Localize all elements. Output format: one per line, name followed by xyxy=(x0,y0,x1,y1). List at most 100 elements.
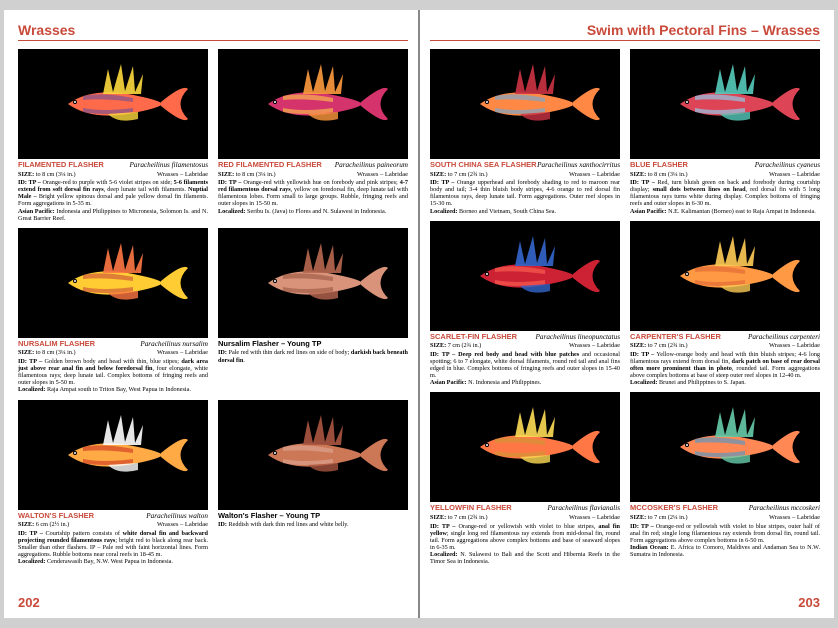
fish-illustration xyxy=(635,221,815,331)
common-name: BLUE FLASHER xyxy=(630,161,688,169)
species-entry: CARPENTER'S FLASHER Paracheilinus carpent… xyxy=(630,221,820,387)
common-name: NURSALIM FLASHER xyxy=(18,340,95,348)
species-photo xyxy=(630,221,820,331)
size-text: SIZE: 7 cm (2¾ in.) xyxy=(430,342,481,349)
id-text: ID: TP – Orange upperhead and forebody s… xyxy=(430,179,620,208)
family-name: Wrasses – Labridae xyxy=(569,171,620,178)
fish-illustration xyxy=(23,228,203,338)
scientific-name: Paracheilinus walton xyxy=(146,512,208,520)
id-text: ID: Pale red with thin dark red lines on… xyxy=(218,349,408,363)
scientific-name: Paracheilinus xanthocirritus xyxy=(537,161,620,169)
id-text: ID: TP – Red, turn bluish green on back … xyxy=(630,179,820,208)
common-name: WALTON'S FLASHER xyxy=(18,512,94,520)
common-name: SCARLET-FIN FLASHER xyxy=(430,333,517,341)
fish-illustration xyxy=(223,49,403,159)
size-text: SIZE: to 7 cm (2¼ in.) xyxy=(630,514,688,521)
species-photo xyxy=(18,400,208,510)
family-name: Wrasses – Labridae xyxy=(769,514,820,521)
species-entry: Nursalim Flasher – Young TPID: Pale red … xyxy=(218,228,408,394)
scientific-name: Paracheilinus paineorum xyxy=(335,161,408,169)
species-entry: WALTON'S FLASHER Paracheilinus walton SIZE… xyxy=(18,400,208,566)
right-header: Swim with Pectoral Fins – Wrasses xyxy=(430,22,820,41)
species-photo xyxy=(630,392,820,502)
id-text: ID: TP – Orange-red with yellowish hue o… xyxy=(218,179,408,208)
left-page-number: 202 xyxy=(18,595,40,610)
scientific-name: Paracheilinus filamentosus xyxy=(130,161,208,169)
right-page: Swim with Pectoral Fins – Wrasses SOUTH … xyxy=(420,10,834,618)
id-text: ID: TP – Yellow-orange body and head wit… xyxy=(630,351,820,380)
common-name: Walton's Flasher – Young TP xyxy=(218,512,320,520)
family-name: Wrasses – Labridae xyxy=(769,342,820,349)
species-photo xyxy=(430,49,620,159)
family-name: Wrasses – Labridae xyxy=(157,349,208,356)
common-name: YELLOWFIN FLASHER xyxy=(430,504,512,512)
species-photo xyxy=(218,228,408,338)
species-entry: FILAMENTED FLASHER Paracheilinus filament… xyxy=(18,49,208,222)
family-name: Wrasses – Labridae xyxy=(357,171,408,178)
species-entry: NURSALIM FLASHER Paracheilinus nursalim SI… xyxy=(18,228,208,394)
location-text: Localized: Brunei and Philippines to S. … xyxy=(630,379,820,386)
location-text: Localized: Seribu Is. (Java) to Flores a… xyxy=(218,208,408,215)
size-text: SIZE: to 8 cm (3¼ in.) xyxy=(18,349,76,356)
common-name: SOUTH CHINA SEA FLASHER xyxy=(430,161,537,169)
species-photo xyxy=(218,400,408,510)
size-text: SIZE: to 7 cm (2¾ in.) xyxy=(630,342,688,349)
common-name: FILAMENTED FLASHER xyxy=(18,161,104,169)
species-photo xyxy=(430,221,620,331)
species-entry: RED FILAMENTED FLASHER Paracheilinus pain… xyxy=(218,49,408,222)
species-photo xyxy=(630,49,820,159)
location-text: Localized: Cenderawasih Bay, N.W. West P… xyxy=(18,558,208,565)
species-photo xyxy=(430,392,620,502)
right-page-number: 203 xyxy=(798,595,820,610)
species-entry: YELLOWFIN FLASHER Paracheilinus flavianal… xyxy=(430,392,620,565)
species-entry: MCCOSKER'S FLASHER Paracheilinus mccosker… xyxy=(630,392,820,565)
family-name: Wrasses – Labridae xyxy=(769,171,820,178)
scientific-name: Paracheilinus nursalim xyxy=(140,340,208,348)
id-text: ID: TP – Courtship pattern consists of w… xyxy=(18,530,208,559)
right-grid: SOUTH CHINA SEA FLASHERParacheilinus xan… xyxy=(430,49,820,565)
scientific-name: Paracheilinus cyaneus xyxy=(755,161,820,169)
size-text: SIZE: to 8 cm (3¼ in.) xyxy=(218,171,276,178)
species-entry: SOUTH CHINA SEA FLASHERParacheilinus xan… xyxy=(430,49,620,215)
id-text: ID: TP – Orange-red or yellowish with vi… xyxy=(630,523,820,544)
species-photo xyxy=(18,228,208,338)
size-text: SIZE: to 8 cm (3¼ in.) xyxy=(18,171,76,178)
family-name: Wrasses – Labridae xyxy=(157,521,208,528)
left-header: Wrasses xyxy=(18,22,408,41)
location-text: Localized: N. Sulawesi to Bali and the S… xyxy=(430,551,620,565)
id-text: ID: TP – Orange-red to purple with 5-6 v… xyxy=(18,179,208,208)
common-name: RED FILAMENTED FLASHER xyxy=(218,161,322,169)
size-text: SIZE: 6 cm (2½ in.) xyxy=(18,521,69,528)
fish-illustration xyxy=(435,49,615,159)
fish-illustration xyxy=(23,49,203,159)
family-name: Wrasses – Labridae xyxy=(157,171,208,178)
location-text: Indian Ocean: E. Africa to Comoro, Maldi… xyxy=(630,544,820,558)
location-text: Localized: Raja Ampat south to Triton Ba… xyxy=(18,386,208,393)
location-text: Asian Pacific: N.E. Kalimantan (Borneo) … xyxy=(630,208,820,215)
species-photo xyxy=(218,49,408,159)
species-entry: BLUE FLASHERParacheilinus cyaneusSIZE: t… xyxy=(630,49,820,215)
scientific-name: Paracheilinus lineopunctatus xyxy=(536,333,620,341)
size-text: SIZE: to 7 cm (2¾ in.) xyxy=(430,171,488,178)
id-text: ID: Reddish with dark thin red lines and… xyxy=(218,521,408,528)
id-text: ID: TP – Deep red body and head with blu… xyxy=(430,351,620,380)
location-text: Localized: Borneo and Vietnam, South Chi… xyxy=(430,208,620,215)
species-entry: Walton's Flasher – Young TPID: Reddish w… xyxy=(218,400,408,566)
size-text: SIZE: to 7 cm (2¾ in.) xyxy=(430,514,488,521)
left-page: Wrasses FILAMENTED FLASHER Paracheilinus … xyxy=(4,10,418,618)
location-text: Asian Pacific: Indonesia and Philippines… xyxy=(18,208,208,222)
fish-illustration xyxy=(223,400,403,510)
fish-illustration xyxy=(635,392,815,502)
common-name: CARPENTER'S FLASHER xyxy=(630,333,721,341)
common-name: Nursalim Flasher – Young TP xyxy=(218,340,322,348)
fish-illustration xyxy=(635,49,815,159)
left-grid: FILAMENTED FLASHER Paracheilinus filament… xyxy=(18,49,408,565)
common-name: MCCOSKER'S FLASHER xyxy=(630,504,718,512)
scientific-name: Paracheilinus carpenteri xyxy=(748,333,820,341)
scientific-name: Paracheilinus mccoskeri xyxy=(749,504,820,512)
fish-illustration xyxy=(435,392,615,502)
family-name: Wrasses – Labridae xyxy=(569,342,620,349)
fish-illustration xyxy=(435,221,615,331)
location-text: Asian Pacific: N. Indonesia and Philippi… xyxy=(430,379,620,386)
scientific-name: Paracheilinus flavianalis xyxy=(548,504,620,512)
